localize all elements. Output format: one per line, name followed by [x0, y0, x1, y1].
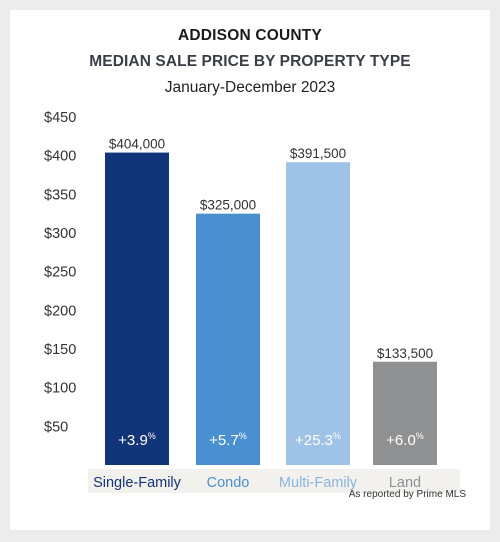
category-label: Land [389, 475, 421, 491]
category-label: Condo [207, 475, 250, 491]
y-tick-label: $400 [44, 149, 76, 165]
bar-change-label: +3.9% [118, 431, 156, 449]
y-tick-label: $50 [44, 419, 68, 435]
bar-change-label: +25.3% [295, 431, 341, 449]
source-note: As reported by Prime MLS [348, 489, 466, 500]
chart-header: ADDISON COUNTY MEDIAN SALE PRICE BY PROP… [0, 26, 500, 98]
chart-period: January-December 2023 [164, 79, 336, 96]
y-tick-label: $150 [44, 342, 76, 358]
bar-value-label: $391,500 [290, 146, 346, 161]
chart-title: ADDISON COUNTY [177, 27, 323, 44]
category-axis-band [88, 469, 460, 493]
chart-subtitle: MEDIAN SALE PRICE BY PROPERTY TYPE [89, 53, 411, 70]
y-tick-label: $200 [44, 303, 76, 319]
bar-change-label: +6.0% [386, 431, 424, 449]
y-tick-label: $250 [44, 265, 76, 281]
y-tick-label: $350 [44, 187, 76, 203]
y-tick-label: $300 [44, 226, 76, 242]
category-label: Multi-Family [279, 475, 358, 491]
category-label: Single-Family [93, 475, 182, 491]
y-tick-label: $450 [44, 110, 76, 126]
bar-condo [196, 213, 260, 465]
y-tick-label: $100 [44, 381, 76, 397]
bar-land [373, 361, 437, 465]
bar-single-family [105, 152, 169, 465]
bar-value-label: $404,000 [109, 137, 165, 152]
bar-change-label: +5.7% [209, 431, 247, 449]
bar-multi-family [286, 162, 350, 466]
bar-value-label: $133,500 [377, 346, 433, 361]
bar-value-label: $325,000 [200, 198, 256, 213]
